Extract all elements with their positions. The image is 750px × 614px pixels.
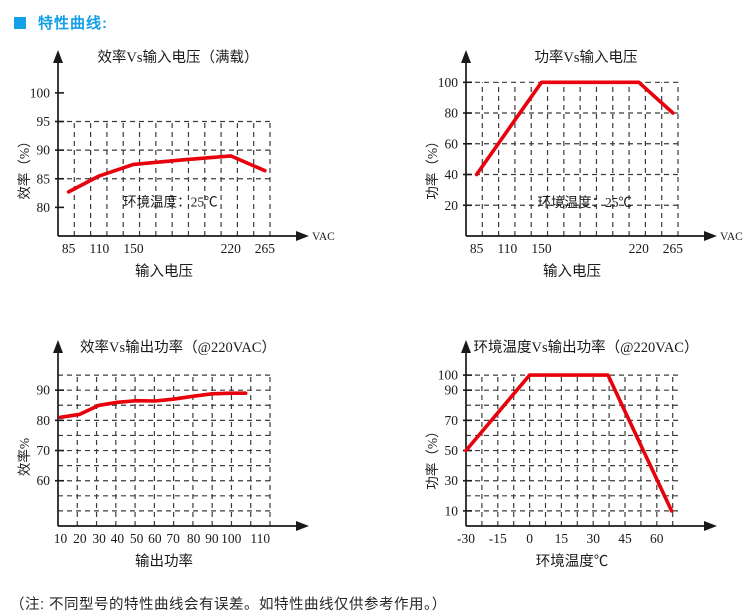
y-tick-label: 80: [37, 413, 51, 428]
y-tick-label: 20: [445, 198, 459, 213]
x-tick-label: 60: [148, 531, 162, 546]
y-axis-label: 效率%: [16, 438, 32, 476]
y-tick-label: 80: [445, 106, 459, 121]
x-tick-label: 70: [166, 531, 180, 546]
y-tick-label: 60: [37, 473, 51, 488]
chart-title: 功率Vs输入电压: [534, 49, 637, 66]
data-curve: [66, 154, 267, 194]
x-tick-label: 110: [497, 241, 517, 256]
y-tick-label: 70: [445, 413, 459, 428]
y-tick-label: 100: [438, 75, 459, 90]
chart-efficiency-vs-input-voltage: 80 85 90 95 100 85 110 150 220 265 环境温度：25℃ 效率Vs输入电…: [16, 46, 346, 291]
x-tick-label: 110: [250, 531, 270, 546]
section-header: 特性曲线:: [14, 12, 108, 33]
x-tick-label: 80: [187, 531, 201, 546]
y-tick-label: 90: [37, 143, 51, 158]
x-tick-label: 265: [663, 241, 684, 256]
x-axis-unit: VAC: [720, 231, 743, 243]
x-tick-label: 220: [221, 241, 242, 256]
x-tick-label: -15: [489, 531, 507, 546]
x-tick-label: 85: [62, 241, 76, 256]
x-tick-label: 45: [618, 531, 632, 546]
section-title: 特性曲线:: [38, 15, 108, 32]
y-tick-label: 95: [37, 114, 51, 129]
x-axis-unit: VAC: [312, 231, 335, 243]
footnote: （注: 不同型号的特性曲线会有误差。如特性曲线仅供参考作用。）: [10, 596, 447, 613]
x-tick-label: 150: [531, 241, 552, 256]
x-axis-label: 输入电压: [135, 263, 193, 280]
y-axis-arrow-icon: [53, 50, 63, 63]
chart-ambient-temp-vs-output-power: 10 30 50 70 90 100 -30 -15 0 15 30 45 60 环境温度Vs输出功率（@…: [424, 336, 750, 581]
x-tick-label: 150: [123, 241, 144, 256]
data-curve: [58, 391, 248, 420]
x-tick-label: 50: [130, 531, 144, 546]
y-tick-label: 50: [445, 443, 459, 458]
chart-svg-efficiency-vs-input-voltage: 80 85 90 95 100 85 110 150 220 265 环境温度：25℃ 效率Vs输入电…: [16, 49, 335, 280]
y-tick-label: 60: [445, 136, 459, 151]
x-axis-label: 输入电压: [543, 263, 601, 280]
y-tick-label: 40: [445, 167, 459, 182]
y-tick-label: 90: [37, 383, 51, 398]
y-tick-label: 10: [445, 503, 459, 518]
chart-title: 环境温度Vs输出功率（@220VAC）: [474, 338, 699, 356]
y-tick-label: 70: [37, 443, 51, 458]
x-axis-arrow-icon: [704, 231, 717, 241]
y-axis-label: 功率（%）: [424, 134, 440, 199]
x-axis-arrow-icon: [704, 521, 717, 531]
x-axis-arrow-icon: [296, 231, 309, 241]
x-axis-label: 环境温度℃: [536, 552, 609, 570]
chart-efficiency-vs-output-power: 60 70 80 90 10 20 30 40 50 60 70 80 90 100 110 效率Vs输出功率…: [16, 336, 346, 581]
y-tick-label: 30: [445, 473, 459, 488]
x-tick-label: 110: [89, 241, 109, 256]
x-tick-label: 40: [111, 531, 125, 546]
y-axis-label: 效率（%）: [16, 134, 32, 199]
y-tick-label: 100: [30, 85, 51, 100]
x-tick-label: 0: [526, 531, 533, 546]
y-axis-label: 功率（%）: [424, 424, 440, 489]
chart-title: 效率Vs输入电压（满载）: [97, 49, 258, 66]
x-tick-label: 30: [92, 531, 106, 546]
x-tick-label: 100: [221, 531, 242, 546]
data-curve: [474, 80, 675, 177]
blue-square-bullet-icon: [14, 16, 26, 29]
chart-power-vs-input-voltage: 20 40 60 80 100 85 110 150 220 265 环境温度：25℃ 功率Vs输入电…: [424, 46, 750, 291]
annotation: 环境温度：25℃: [537, 195, 632, 210]
y-axis-arrow-icon: [53, 340, 63, 353]
y-tick-label: 85: [37, 171, 51, 186]
y-axis-arrow-icon: [461, 50, 471, 63]
x-tick-label: 15: [555, 531, 569, 546]
y-tick-label: 100: [438, 368, 459, 383]
y-axis-arrow-icon: [461, 340, 471, 353]
x-axis-arrow-icon: [296, 521, 309, 531]
x-tick-label: 220: [629, 241, 650, 256]
x-tick-label: -30: [457, 531, 475, 546]
x-tick-label: 10: [54, 531, 68, 546]
annotation: 环境温度：25℃: [123, 195, 218, 210]
x-axis-label: 输出功率: [135, 553, 193, 570]
x-tick-label: 30: [586, 531, 600, 546]
y-tick-label: 90: [445, 383, 459, 398]
x-tick-label: 265: [255, 241, 276, 256]
data-curve: [464, 373, 674, 513]
y-tick-label: 80: [37, 200, 51, 215]
x-tick-label: 20: [73, 531, 87, 546]
x-tick-label: 85: [470, 241, 484, 256]
x-tick-label: 90: [205, 531, 219, 546]
chart-title: 效率Vs输出功率（@220VAC）: [80, 339, 276, 356]
x-tick-label: 60: [650, 531, 664, 546]
chart-svg-power-vs-input-voltage: 20 40 60 80 100 85 110 150 220 265 环境温度：25℃ 功率Vs输入电…: [424, 49, 743, 280]
